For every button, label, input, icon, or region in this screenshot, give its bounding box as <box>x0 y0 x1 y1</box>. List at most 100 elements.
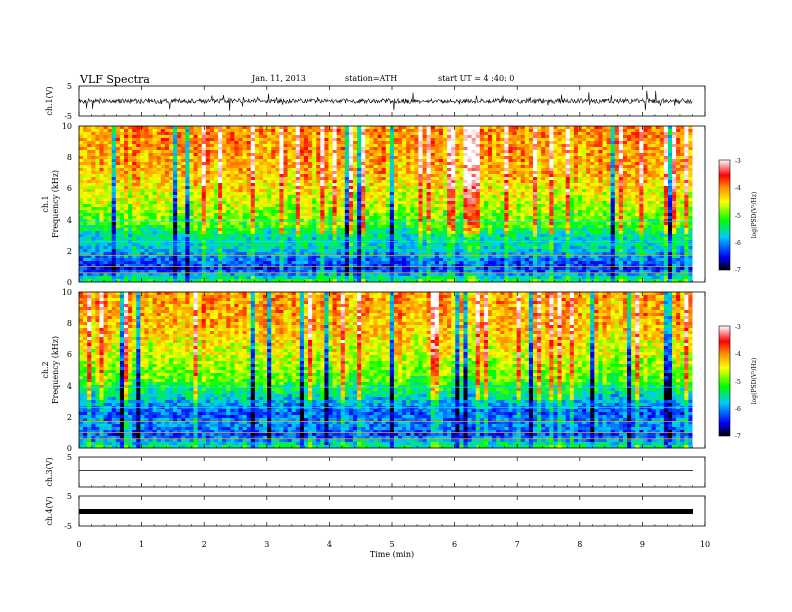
spectrogram-cell <box>156 198 162 202</box>
spectrogram-cell <box>128 156 133 160</box>
spectrogram-cell <box>663 219 669 223</box>
spectrogram-cell <box>185 129 190 133</box>
spectrogram-cell <box>528 162 534 166</box>
spectrogram-cell <box>610 168 616 172</box>
spectrogram-cell <box>549 153 554 157</box>
spectrogram-cell <box>528 147 534 151</box>
spectrogram-cell <box>365 201 370 205</box>
spectrogram-cell <box>635 147 640 151</box>
spectrogram-cell <box>201 135 207 139</box>
spectrogram-cell <box>528 168 534 172</box>
spectrogram-cell <box>283 129 288 133</box>
spectrogram-cell <box>189 177 194 181</box>
spectrogram-cell <box>213 159 219 163</box>
spectrogram-cell <box>173 165 178 169</box>
spectrogram-cell <box>218 198 223 202</box>
spectrogram-cell <box>524 222 530 226</box>
spectrogram-ch1 <box>79 126 705 283</box>
spectrogram-cell <box>209 129 215 133</box>
spectrogram-cell <box>492 177 497 181</box>
spectrogram-cell <box>348 159 354 163</box>
spectrogram-cell <box>688 153 693 157</box>
spectrogram-cell <box>438 147 444 151</box>
spectrogram-cell <box>393 198 399 202</box>
spectrogram-cell <box>635 135 640 139</box>
spectrogram-cell <box>246 144 252 148</box>
spectrogram-cell <box>263 156 268 160</box>
spectrogram-cell <box>573 216 579 220</box>
spectrogram-cell <box>123 141 129 145</box>
spectrogram-cell <box>389 174 395 178</box>
spectrogram-cell <box>569 180 575 184</box>
spectrogram-cell <box>357 141 362 145</box>
spectrogram-cell <box>205 138 211 142</box>
spectrogram-cell <box>402 135 407 139</box>
spectrogram-cell <box>586 129 591 133</box>
spectrogram-cell <box>561 192 567 196</box>
spectrogram-cell <box>156 159 162 163</box>
spectrogram-cell <box>324 201 329 205</box>
spectrogram-cell <box>508 198 513 202</box>
spectrogram-cell <box>177 147 182 151</box>
spectrogram-cell <box>377 219 383 223</box>
spectrogram-cell <box>426 135 432 139</box>
spectrogram-cell <box>123 222 129 226</box>
spectrogram-cell <box>95 132 100 136</box>
spectrogram-cell <box>312 195 317 199</box>
spectrogram-cell <box>299 159 305 163</box>
spectrogram-cell <box>107 213 113 217</box>
spectrogram-cell <box>332 156 338 160</box>
spectrogram-cell <box>263 132 268 136</box>
spectrogram-cell <box>434 177 440 181</box>
spectrogram-cell <box>398 216 403 220</box>
spectrogram-cell <box>573 204 579 208</box>
spectrogram-cell <box>361 183 366 187</box>
spectrogram-cell <box>590 132 595 136</box>
spectrogram-cell <box>487 183 493 187</box>
spectrogram-cell <box>242 183 248 187</box>
spectrogram-cell <box>447 219 452 223</box>
spectrogram-cell <box>631 144 636 148</box>
spectrogram-cell <box>672 198 677 202</box>
spectrogram-cell <box>451 144 456 148</box>
spectrogram-cell <box>373 222 378 226</box>
spectrogram-cell <box>222 156 227 160</box>
spectrogram-cell <box>279 165 284 169</box>
spectrogram-cell <box>663 129 669 133</box>
spectrogram-cell <box>99 162 104 166</box>
spectrogram-cell <box>316 141 321 145</box>
spectrogram-cell <box>267 168 272 172</box>
spectrogram-cell <box>181 204 186 208</box>
spectrogram-cell <box>577 156 583 160</box>
spectrogram-cell <box>181 168 186 172</box>
spectrogram-cell <box>324 171 329 175</box>
spectrogram-cell <box>353 132 358 136</box>
spectrogram-cell <box>602 129 607 133</box>
spectrogram-cell <box>516 219 522 223</box>
spectrogram-cell <box>299 162 305 166</box>
spectrogram-cell <box>336 210 342 214</box>
spectrogram-cell <box>148 192 154 196</box>
spectrogram-cell <box>275 210 280 214</box>
spectrogram-cell <box>263 168 268 172</box>
spectrogram-cell <box>87 141 92 145</box>
spectrogram-cell <box>561 162 567 166</box>
spectrogram-cell <box>136 159 141 163</box>
spectrogram-cell <box>283 144 288 148</box>
spectrogram-cell <box>254 156 260 160</box>
spectrogram-cell <box>402 183 407 187</box>
spectrogram-cell <box>614 165 620 169</box>
spectrogram-cell <box>463 129 468 133</box>
spectrogram-cell <box>361 207 366 211</box>
spectrogram-cell <box>516 162 522 166</box>
spectrogram-cell <box>95 183 100 187</box>
spectrogram-cell <box>414 204 419 208</box>
spectrogram-cell <box>635 177 640 181</box>
spectrogram-cell <box>508 207 513 211</box>
spectrogram-cell <box>160 180 166 184</box>
spectrogram-cell <box>197 174 203 178</box>
spectrogram-cell <box>136 129 141 133</box>
spectrogram-cell <box>365 216 370 220</box>
spectrogram-cell <box>545 219 550 223</box>
spectrogram-cell <box>267 216 272 220</box>
